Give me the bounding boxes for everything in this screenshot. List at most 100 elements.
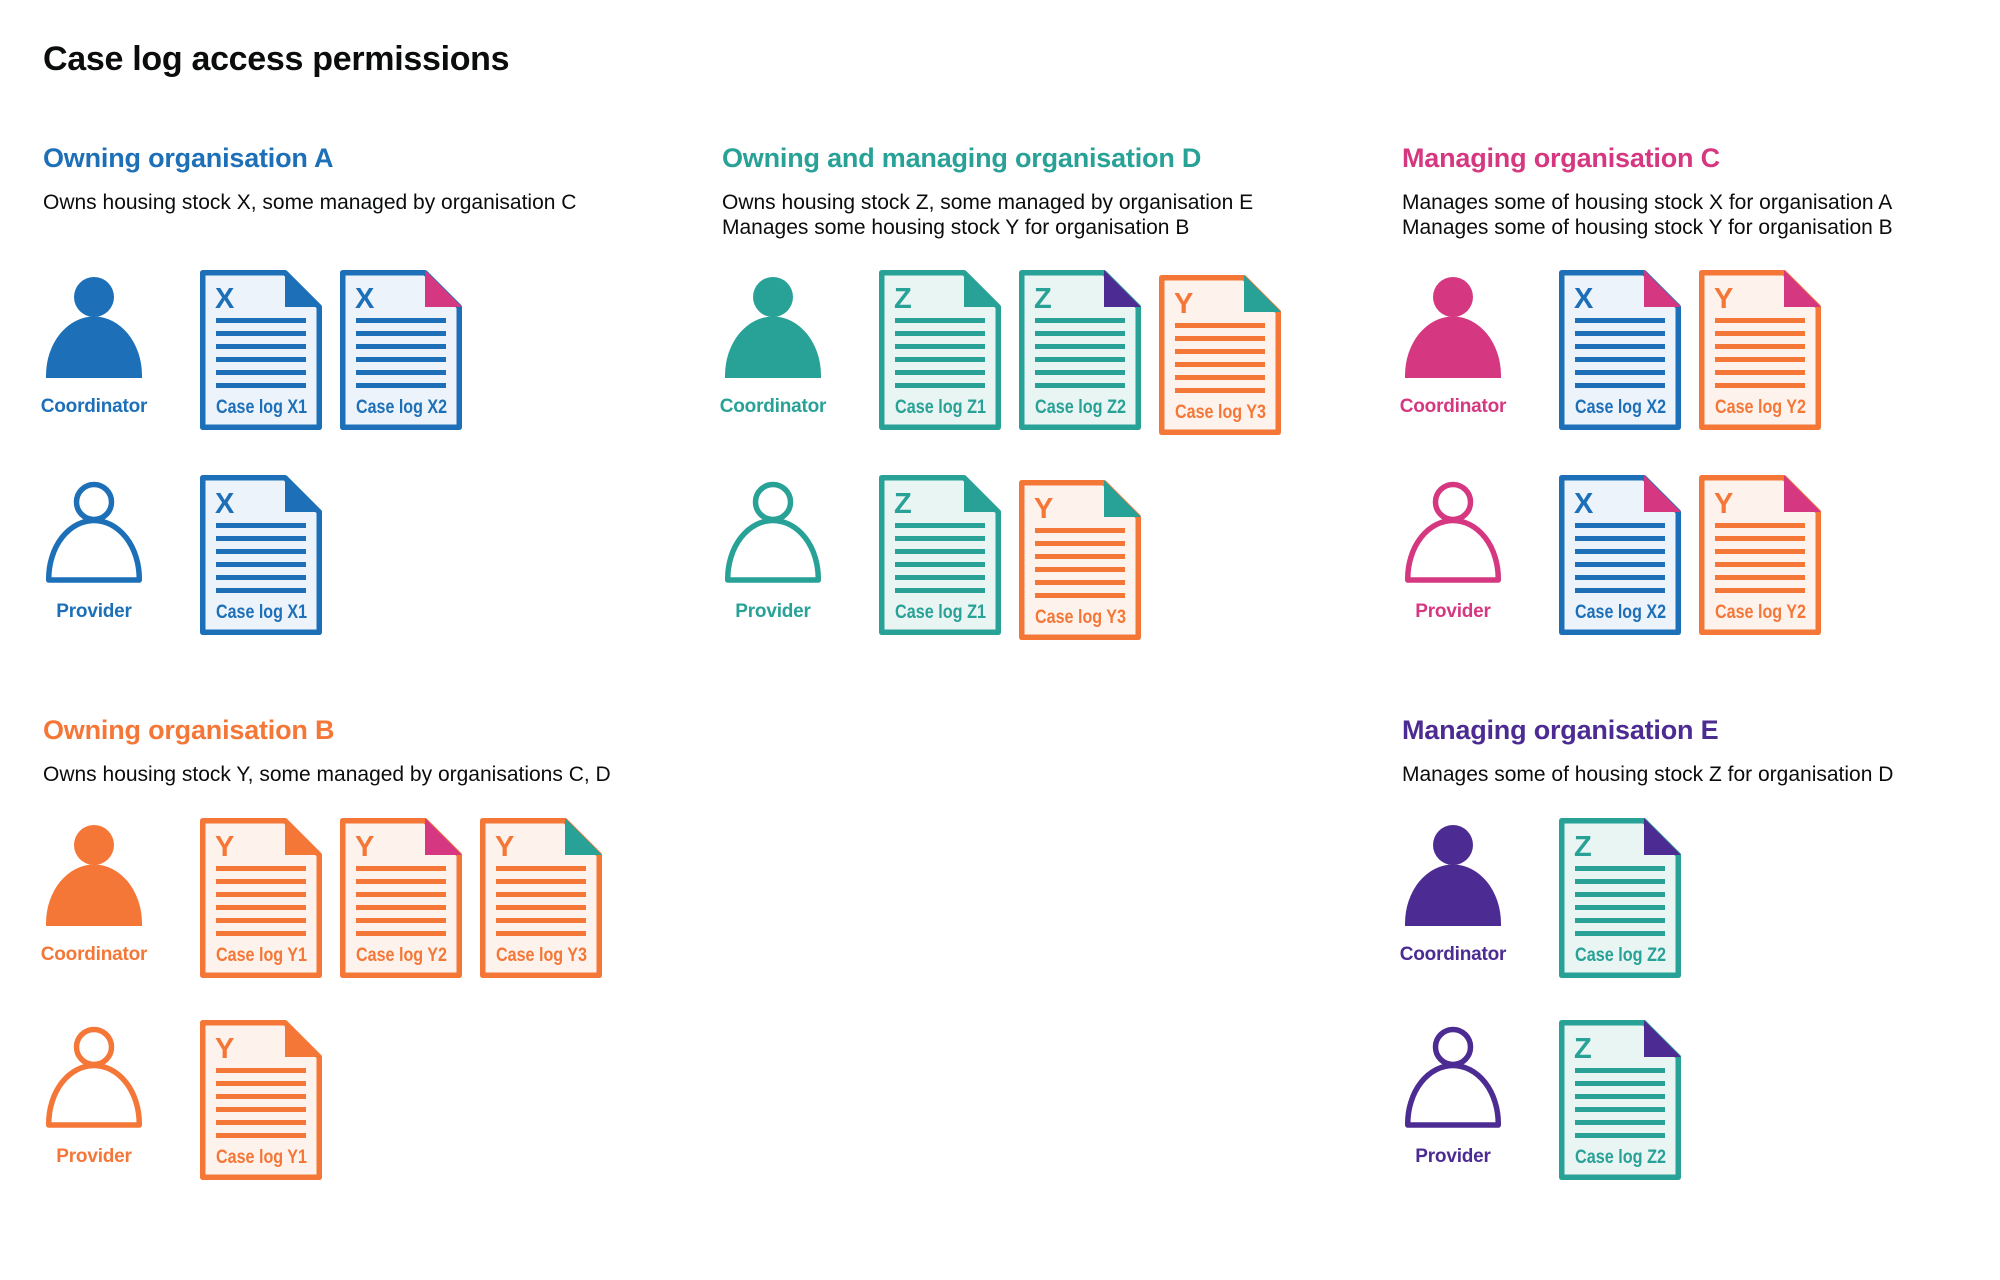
- permission-row-provider: Provider X Case log X1: [43, 475, 703, 643]
- doc-text-line: [216, 344, 306, 349]
- doc-text-line: [1035, 541, 1125, 546]
- doc-text-line: [216, 866, 306, 871]
- doc-fold-corner-icon: [1644, 1020, 1681, 1057]
- doc-outline: [1159, 275, 1281, 435]
- doc-text-line: [1035, 318, 1125, 323]
- doc-text-line: [216, 536, 306, 541]
- person-body: [46, 316, 142, 378]
- doc-outline: [1559, 475, 1681, 635]
- doc-case-log-y2: Y Case log Y2: [1699, 475, 1821, 635]
- permission-row-provider: Provider Z Case log Z1 Y Case log Y3: [722, 475, 1382, 643]
- doc-case-log-y2: Y Case log Y2: [1699, 270, 1821, 430]
- section-managing-organisation-e: Managing organisation E Manages some of h…: [1400, 715, 2000, 1180]
- doc-label: Case log Z2: [1575, 1147, 1666, 1168]
- doc-text-line: [1175, 362, 1265, 367]
- doc-text-line: [216, 357, 306, 362]
- doc-text-line: [1035, 344, 1125, 349]
- doc-text-line: [1575, 383, 1665, 388]
- doc-outline: [1699, 270, 1821, 430]
- case-log-doc-icon: Y Case log Y2: [1699, 270, 1821, 430]
- coordinator-icon: [46, 277, 142, 378]
- section-managing-organisation-c: Managing organisation C Manages some of h…: [1400, 143, 2000, 635]
- provider-icon: [46, 481, 142, 583]
- doc-text-line: [356, 866, 446, 871]
- doc-case-log-x2: X Case log X2: [340, 270, 462, 430]
- doc-outline: [200, 1020, 322, 1180]
- doc-text-line: [1035, 593, 1125, 598]
- section-description: Manages some of housing stock X for orga…: [1402, 190, 2000, 240]
- doc-label: Case log Z1: [895, 397, 986, 418]
- doc-text-line: [1035, 567, 1125, 572]
- doc-case-log-z2: Z Case log Z2: [1559, 1020, 1681, 1180]
- case-log-doc-icon: X Case log X1: [200, 270, 322, 430]
- doc-text-line: [895, 536, 985, 541]
- doc-case-log-x1: X Case log X1: [200, 270, 322, 430]
- case-log-doc-icon: Y Case log Y3: [480, 818, 602, 978]
- coordinator-icon: [1405, 277, 1501, 378]
- doc-text-line: [216, 1081, 306, 1086]
- doc-stock-letter: X: [355, 283, 375, 315]
- doc-case-log-y3: Y Case log Y3: [1159, 275, 1281, 435]
- doc-text-line: [216, 1107, 306, 1112]
- person-role-label: Coordinator: [719, 396, 827, 417]
- case-log-doc-icon: Y Case log Y3: [1159, 275, 1281, 435]
- doc-text-line: [496, 918, 586, 923]
- person-coordinator: Coordinator: [41, 822, 147, 965]
- doc-case-log-x2: X Case log X2: [1559, 475, 1681, 635]
- person-role-label: Provider: [1415, 601, 1491, 622]
- doc-stock-letter: Y: [1034, 493, 1053, 525]
- doc-fold-corner-icon: [1104, 480, 1141, 517]
- person-head: [753, 277, 793, 317]
- doc-fold-corner-icon: [964, 475, 1001, 512]
- coordinator-icon: [46, 825, 142, 926]
- doc-label: Case log X1: [216, 397, 307, 418]
- description-line: Manages some of housing stock X for orga…: [1402, 191, 1893, 214]
- doc-text-line: [496, 879, 586, 884]
- doc-outline: [1019, 270, 1141, 430]
- doc-text-line: [216, 1094, 306, 1099]
- doc-case-log-z1: Z Case log Z1: [879, 270, 1001, 430]
- doc-fold-corner-icon: [565, 818, 602, 855]
- doc-text-line: [895, 575, 985, 580]
- doc-text-line: [1715, 331, 1805, 336]
- doc-text-line: [216, 575, 306, 580]
- doc-text-line: [356, 879, 446, 884]
- doc-text-line: [356, 318, 446, 323]
- doc-text-line: [1575, 318, 1665, 323]
- doc-label: Case log Y3: [1035, 607, 1126, 628]
- doc-text-line: [1575, 866, 1665, 871]
- doc-text-line: [1715, 549, 1805, 554]
- person-body: [725, 316, 821, 378]
- person-role-label: Coordinator: [1399, 944, 1507, 965]
- doc-text-line: [356, 331, 446, 336]
- doc-label: Case log Z1: [895, 602, 986, 623]
- doc-text-line: [1175, 388, 1265, 393]
- case-log-doc-icon: Z Case log Z1: [879, 270, 1001, 430]
- doc-outline: [200, 270, 322, 430]
- doc-stock-letter: Z: [894, 283, 912, 315]
- person-role-label: Provider: [56, 601, 132, 622]
- doc-text-line: [1575, 905, 1665, 910]
- person-body: [1405, 517, 1501, 583]
- doc-stock-letter: Y: [355, 831, 374, 863]
- doc-text-line: [496, 892, 586, 897]
- doc-stock-letter: Z: [1574, 831, 1592, 863]
- person-body: [46, 864, 142, 926]
- doc-text-line: [1575, 562, 1665, 567]
- doc-text-line: [1035, 383, 1125, 388]
- doc-text-line: [1575, 344, 1665, 349]
- section-owning-organisation-a: Owning organisation A Owns housing stock …: [41, 143, 703, 635]
- doc-stock-letter: Y: [215, 1033, 234, 1065]
- person-role-label: Provider: [735, 601, 811, 622]
- doc-label: Case log X1: [216, 602, 307, 623]
- doc-text-line: [356, 383, 446, 388]
- doc-fold-corner-icon: [285, 1020, 322, 1057]
- person-head: [74, 825, 114, 865]
- doc-case-log-x2: X Case log X2: [1559, 270, 1681, 430]
- doc-text-line: [1035, 370, 1125, 375]
- doc-text-line: [895, 383, 985, 388]
- provider-icon: [725, 481, 821, 583]
- doc-case-log-y2: Y Case log Y2: [340, 818, 462, 978]
- case-log-doc-icon: X Case log X2: [340, 270, 462, 430]
- doc-label: Case log Z2: [1035, 397, 1126, 418]
